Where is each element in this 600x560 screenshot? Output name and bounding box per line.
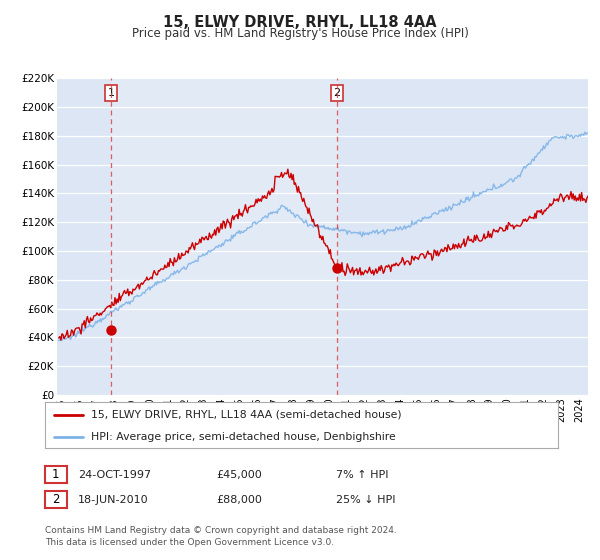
Bar (111, 78, 337, 395)
Text: 7% ↑ HPI: 7% ↑ HPI (336, 470, 389, 480)
Text: £45,000: £45,000 (216, 470, 262, 480)
Text: 15, ELWY DRIVE, RHYL, LL18 4AA (semi-detached house): 15, ELWY DRIVE, RHYL, LL18 4AA (semi-det… (91, 410, 402, 420)
Text: £88,000: £88,000 (216, 494, 262, 505)
Text: Price paid vs. HM Land Registry's House Price Index (HPI): Price paid vs. HM Land Registry's House … (131, 27, 469, 40)
Text: This data is licensed under the Open Government Licence v3.0.: This data is licensed under the Open Gov… (45, 538, 334, 547)
Text: 1: 1 (52, 468, 59, 482)
Text: 18-JUN-2010: 18-JUN-2010 (78, 494, 149, 505)
Text: HPI: Average price, semi-detached house, Denbighshire: HPI: Average price, semi-detached house,… (91, 432, 396, 441)
Text: Contains HM Land Registry data © Crown copyright and database right 2024.: Contains HM Land Registry data © Crown c… (45, 526, 397, 535)
Text: 15, ELWY DRIVE, RHYL, LL18 4AA: 15, ELWY DRIVE, RHYL, LL18 4AA (163, 15, 437, 30)
Text: 24-OCT-1997: 24-OCT-1997 (78, 470, 151, 480)
Text: 2: 2 (334, 88, 341, 98)
Text: 1: 1 (107, 88, 115, 98)
Text: 2: 2 (52, 493, 59, 506)
Text: 25% ↓ HPI: 25% ↓ HPI (336, 494, 395, 505)
